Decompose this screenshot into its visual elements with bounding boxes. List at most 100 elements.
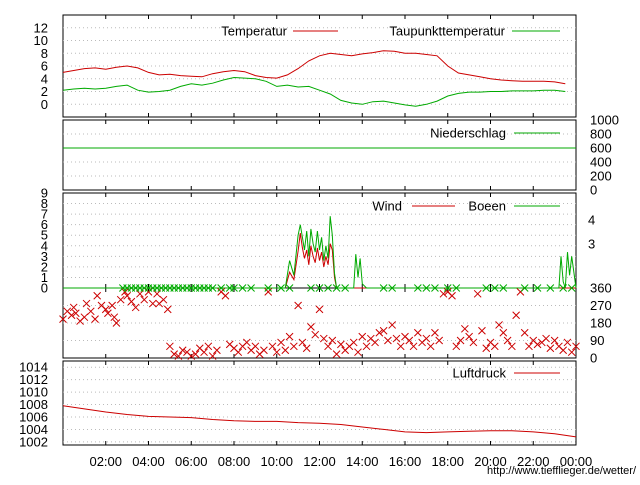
wind-direction-point [388, 321, 397, 329]
y-tick-label: 1006 [19, 410, 48, 425]
x-tick-label: 04:00 [132, 454, 165, 469]
y-tick-label: 2 [41, 84, 48, 99]
wind-direction-point [285, 284, 294, 292]
wind-direction-point [178, 346, 187, 355]
wind-direction-point [101, 305, 110, 314]
wind-direction-point [208, 284, 217, 292]
legend-label: Wind [372, 199, 402, 214]
wind-direction-point [503, 336, 512, 345]
wind-direction-point [153, 289, 161, 298]
x-tick-label: 14:00 [346, 454, 379, 469]
wind-direction-point [116, 295, 125, 304]
y-tick-label: 2 [41, 259, 48, 274]
x-tick-label: 12:00 [303, 454, 336, 469]
wind-direction-point [508, 342, 516, 351]
wind-direction-point [289, 342, 298, 351]
wind-direction-point [409, 342, 418, 351]
y-tick-label: 8 [41, 46, 48, 61]
y-tick-label: 400 [590, 155, 612, 170]
wind-direction-point [104, 309, 112, 318]
wind-direction-point [384, 336, 392, 345]
wind-direction-point [431, 328, 439, 337]
y-tick-label: 200 [590, 169, 612, 184]
wind-direction-point [307, 284, 315, 292]
y-tick-label: 4 [41, 238, 48, 253]
x-tick-label: 10:00 [260, 454, 293, 469]
wind-direction-point [567, 284, 576, 292]
series-line-wind-0 [63, 233, 576, 289]
panel-frames [62, 14, 577, 446]
wind-direction-point [230, 284, 238, 292]
y-tick-label: 6 [41, 59, 48, 74]
wind-direction-point [86, 307, 95, 316]
wind-direction-point [272, 348, 281, 357]
wind-direction-point [140, 295, 149, 304]
wind-direction-point [285, 332, 294, 341]
wind-direction-point [499, 284, 508, 292]
wind-direction-point [170, 350, 179, 358]
series-line-wind-1 [63, 216, 577, 289]
wind-direction-point [542, 334, 550, 343]
wind-direction-point [112, 319, 121, 327]
wind-direction-point [546, 284, 555, 292]
wind-direction-point [563, 338, 572, 347]
wind-direction-point [131, 303, 140, 312]
wind-direction-point [315, 305, 324, 314]
wind-direction-point [277, 284, 285, 292]
wind-direction-point [260, 346, 268, 355]
wind-direction-point [217, 284, 226, 292]
y-tick-label: 800 [590, 127, 612, 142]
wind-direction-point [435, 336, 444, 345]
wind-direction-point [499, 328, 508, 337]
wind-direction-point [281, 346, 290, 355]
wind-direction-point [490, 284, 499, 292]
wind-direction-point [298, 338, 307, 347]
y-tick-label: 600 [590, 141, 612, 156]
wind-direction-point [238, 284, 247, 292]
series-line-pressure-0 [62, 405, 577, 438]
wind-direction-point [422, 284, 431, 292]
wind-direction-point [234, 348, 243, 357]
y-tick-label: 0 [590, 183, 597, 198]
wind-direction-point [533, 284, 542, 292]
y-tick-label: 1014 [19, 360, 48, 375]
y-tick-label: 1004 [19, 422, 48, 437]
wind-direction-point [465, 332, 473, 341]
y-tick-label: 270 [590, 298, 612, 313]
wind-direction-point [166, 342, 174, 351]
x-tick-label: 22:00 [517, 454, 550, 469]
y-tick-label: 1002 [19, 434, 48, 449]
wind-direction-point [559, 346, 568, 355]
wind-direction-point [328, 336, 337, 345]
wind-direction-point [495, 321, 503, 329]
wind-direction-point [311, 330, 320, 339]
wind-direction-point [567, 348, 576, 357]
wind-direction-point [204, 342, 213, 351]
y-tick-label: 9 [41, 186, 48, 201]
wind-direction-point [371, 338, 379, 347]
wind-direction-point [123, 291, 131, 300]
y-tick-label: 4 [41, 71, 48, 86]
wind-direction-point [208, 352, 217, 360]
source-url: http://www.tiefflieger.de/wetter/ [487, 465, 637, 477]
legend-label: Boeen [468, 199, 506, 214]
wind-direction-point [392, 334, 401, 343]
x-tick-label: 06:00 [175, 454, 208, 469]
wind-direction-point [332, 350, 341, 358]
x-tick-label: 02:00 [89, 454, 122, 469]
wind-direction-point [174, 352, 183, 360]
wind-direction-point [82, 299, 91, 308]
wind-direction-point [159, 295, 168, 304]
wind-direction-point [512, 311, 521, 320]
wind-direction-point [525, 342, 533, 351]
wind-direction-point [69, 303, 78, 312]
wind-direction-point [277, 338, 285, 347]
y-tick-label: 1010 [19, 385, 48, 400]
wind-direction-point [482, 344, 491, 353]
wind-direction-point [200, 348, 208, 357]
x-tick-label: 20:00 [474, 454, 507, 469]
wind-direction-point [520, 328, 529, 337]
wind-direction-point [187, 352, 196, 360]
